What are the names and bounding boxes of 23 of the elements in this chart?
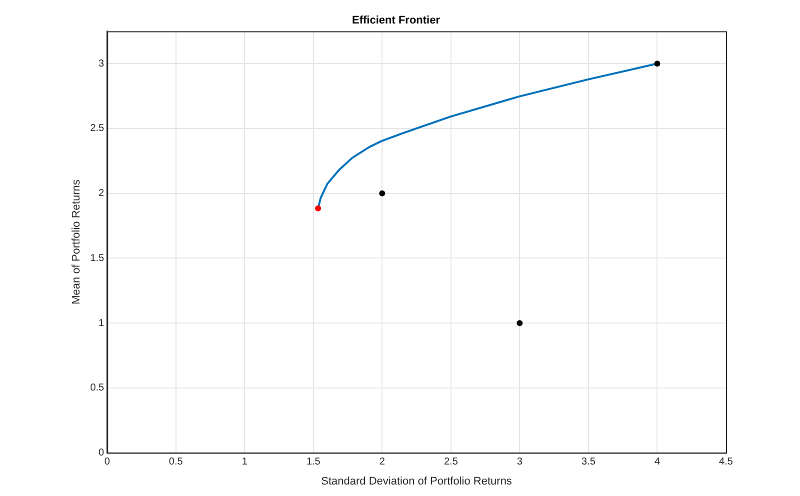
chart-title: Efficient Frontier [352, 14, 441, 27]
x-tick-label: 1.5 [306, 456, 321, 468]
x-tick-label: 4.5 [719, 456, 734, 468]
x-tick-label: 3 [516, 456, 523, 468]
y-tick-label: 1.5 [90, 252, 105, 264]
y-tick-label: 2 [98, 188, 105, 200]
point [516, 320, 523, 326]
y-tick-label: 3 [98, 58, 105, 70]
point [654, 60, 660, 67]
x-axis-title: Standard Deviation of Portfolio Returns [321, 475, 512, 488]
y-tick-label: 0 [98, 448, 105, 459]
y-tick-label: 2.5 [90, 123, 105, 134]
x-tick-label: 1 [242, 456, 248, 468]
point [315, 205, 322, 212]
y-tick-label: 1 [98, 318, 105, 329]
x-tick-label: 0.5 [168, 456, 184, 468]
y-axis-title: Mean of Portfolio Returns [70, 179, 83, 304]
x-tick-label: 4 [654, 456, 660, 468]
x-tick-label: 2 [379, 456, 386, 468]
point [379, 190, 386, 196]
y-tick-label: 0.5 [90, 382, 105, 394]
x-tick-label: 2.5 [444, 456, 458, 468]
x-tick-label: 3.5 [582, 456, 596, 468]
